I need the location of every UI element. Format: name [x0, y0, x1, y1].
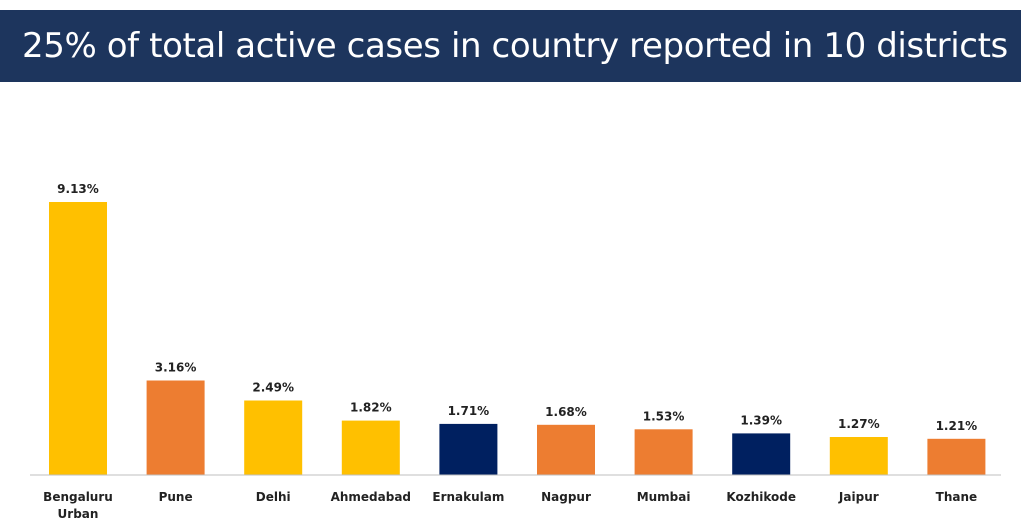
value-labels-layer: 9.13% 3.16% 2.49% 1.82% 1.71% 1.68% 1.53% 1.39%…	[57, 182, 977, 433]
value-label-ahmedabad: 1.82%	[350, 401, 392, 415]
title-banner: 25% of total active cases in country rep…	[0, 10, 1021, 82]
bar-delhi	[244, 400, 303, 475]
bar-thane	[927, 438, 986, 475]
bar-bengaluru-urban	[49, 202, 107, 475]
tick-label-line: Ahmedabad	[331, 490, 411, 504]
value-label-nagpur: 1.68%	[545, 405, 587, 419]
tick-label-kozhikode: Kozhikode	[726, 490, 796, 504]
tick-label-line: Thane	[936, 490, 978, 504]
bar-ahmedabad	[341, 420, 400, 475]
bar-ernakulam	[439, 423, 498, 475]
tick-label-jaipur: Jaipur	[838, 490, 879, 504]
tick-labels-layer: Bengaluru Urban Pune Delhi Ahmedabad Ernakula…	[43, 490, 977, 521]
value-label-ernakulam: 1.71%	[448, 404, 490, 418]
bar-kozhikode	[732, 433, 791, 475]
bar-jaipur	[829, 437, 888, 475]
tick-label-delhi: Delhi	[256, 490, 291, 504]
bar-pune	[146, 380, 205, 475]
value-label-pune: 3.16%	[155, 361, 197, 375]
tick-label-thane: Thane	[936, 490, 978, 504]
tick-label-pune: Pune	[159, 490, 193, 504]
value-label-bengaluru-urban: 9.13%	[57, 182, 99, 196]
tick-label-nagpur: Nagpur	[541, 490, 591, 504]
tick-label-line: Pune	[159, 490, 193, 504]
tick-label-line: Mumbai	[637, 490, 691, 504]
value-label-delhi: 2.49%	[252, 381, 294, 395]
tick-label-line: Jaipur	[838, 490, 879, 504]
page-title: 25% of total active cases in country rep…	[22, 26, 1008, 66]
bars-layer	[49, 202, 986, 475]
tick-label-line: Kozhikode	[726, 490, 796, 504]
tick-label-line: Urban	[58, 507, 99, 521]
bar-mumbai	[634, 429, 693, 475]
tick-label-line: Bengaluru	[43, 490, 113, 504]
value-label-kozhikode: 1.39%	[740, 413, 782, 427]
value-label-thane: 1.21%	[936, 419, 978, 433]
value-label-jaipur: 1.27%	[838, 417, 880, 431]
tick-label-ernakulam: Ernakulam	[432, 490, 504, 504]
tick-label-ahmedabad: Ahmedabad	[331, 490, 411, 504]
tick-label-line: Nagpur	[541, 490, 591, 504]
tick-label-line: Ernakulam	[432, 490, 504, 504]
tick-label-mumbai: Mumbai	[637, 490, 691, 504]
bar-nagpur	[537, 424, 595, 475]
tick-label-bengaluru-urban: Bengaluru Urban	[43, 490, 113, 521]
value-label-mumbai: 1.53%	[643, 409, 685, 423]
tick-label-line: Delhi	[256, 490, 291, 504]
